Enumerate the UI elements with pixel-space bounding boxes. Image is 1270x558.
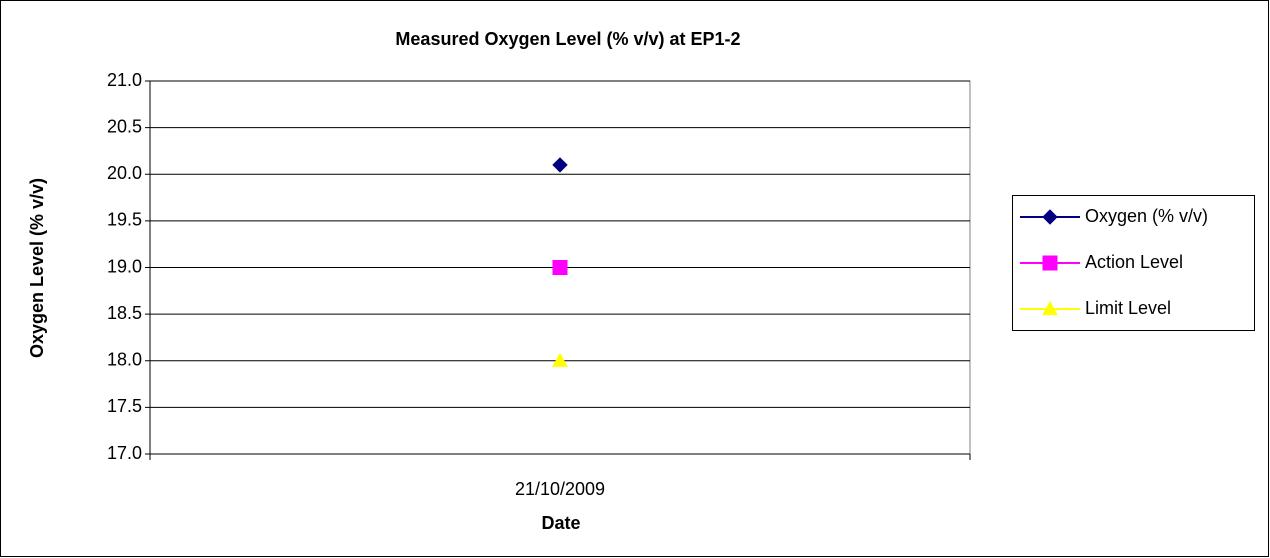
y-tick-label: 17.5 [107,396,142,416]
x-axis-title: Date [541,513,580,533]
x-tick-label: 21/10/2009 [515,479,605,499]
y-tick-label: 20.5 [107,116,142,136]
y-tick-label: 19.5 [107,210,142,230]
y-tick-label: 17.0 [107,443,142,463]
y-tick-label: 18.5 [107,303,142,323]
legend-marker [1042,255,1058,271]
legend-marker [1042,300,1058,316]
y-tick-label: 21.0 [107,70,142,90]
data-point [552,260,568,275]
data-point [552,352,568,367]
chart-title: Measured Oxygen Level (% v/v) at EP1-2 [395,29,740,49]
legend-label: Action Level [1085,252,1183,272]
legend-label: Oxygen (% v/v) [1085,206,1208,226]
y-axis-title: Oxygen Level (% v/v) [27,178,47,358]
y-tick-label: 18.0 [107,350,142,370]
y-tick-label: 20.0 [107,163,142,183]
data-point [552,157,568,173]
y-tick-label: 19.0 [107,256,142,276]
legend-label: Limit Level [1085,298,1171,318]
legend-marker [1042,209,1058,225]
